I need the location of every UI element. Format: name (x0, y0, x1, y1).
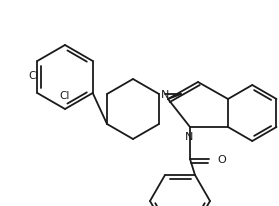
Text: Cl: Cl (28, 71, 39, 81)
Text: O: O (217, 154, 226, 164)
Text: Cl: Cl (60, 91, 70, 101)
Text: N: N (161, 90, 169, 99)
Text: N: N (185, 131, 193, 141)
